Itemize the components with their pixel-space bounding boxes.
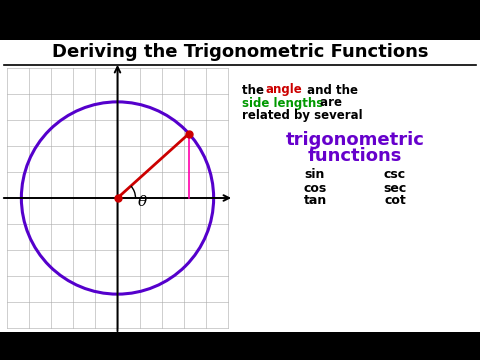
Text: functions: functions xyxy=(308,147,402,165)
Text: the: the xyxy=(242,84,268,96)
Text: angle: angle xyxy=(265,84,302,96)
Text: are: are xyxy=(316,96,342,109)
Bar xyxy=(0,332,480,360)
Text: tan: tan xyxy=(303,194,326,207)
Text: csc: csc xyxy=(384,168,406,181)
Text: cos: cos xyxy=(303,181,326,194)
Text: sec: sec xyxy=(384,181,407,194)
Bar xyxy=(0,0,480,40)
Text: and the: and the xyxy=(303,84,358,96)
Text: related by several: related by several xyxy=(242,109,362,122)
Bar xyxy=(0,40,480,65)
Text: sin: sin xyxy=(305,168,325,181)
Text: Deriving the Trigonometric Functions: Deriving the Trigonometric Functions xyxy=(52,43,428,61)
Text: trigonometric: trigonometric xyxy=(286,131,424,149)
Text: cot: cot xyxy=(384,194,406,207)
Bar xyxy=(0,40,480,332)
Text: side lengths: side lengths xyxy=(242,96,323,109)
Text: θ: θ xyxy=(137,195,146,209)
